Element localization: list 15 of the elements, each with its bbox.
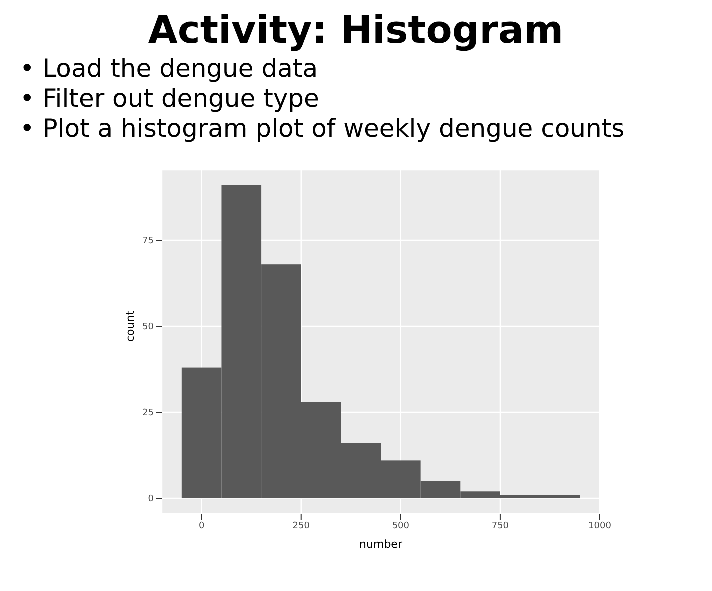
x-tick-label: 1000: [588, 521, 612, 532]
y-tick-label: 50: [142, 322, 154, 333]
x-tick-label: 500: [392, 521, 410, 532]
y-axis-title: count: [124, 310, 137, 342]
y-tick-label: 25: [142, 408, 154, 419]
y-tick-label: 75: [142, 236, 154, 247]
x-tick-label: 750: [492, 521, 510, 532]
x-tick-label: 250: [292, 521, 310, 532]
x-tick-label: 0: [198, 521, 205, 532]
text: • Plot a histogram plot of weekly dengue counts: [20, 114, 626, 144]
chart-title: Activity: Histogram: [147, 8, 565, 52]
text: • Filter out dengue type: [20, 84, 320, 114]
x-axis-title: number: [360, 538, 403, 551]
text: • Load the dengue data: [20, 54, 320, 84]
y-tick-label: 0: [148, 494, 154, 505]
